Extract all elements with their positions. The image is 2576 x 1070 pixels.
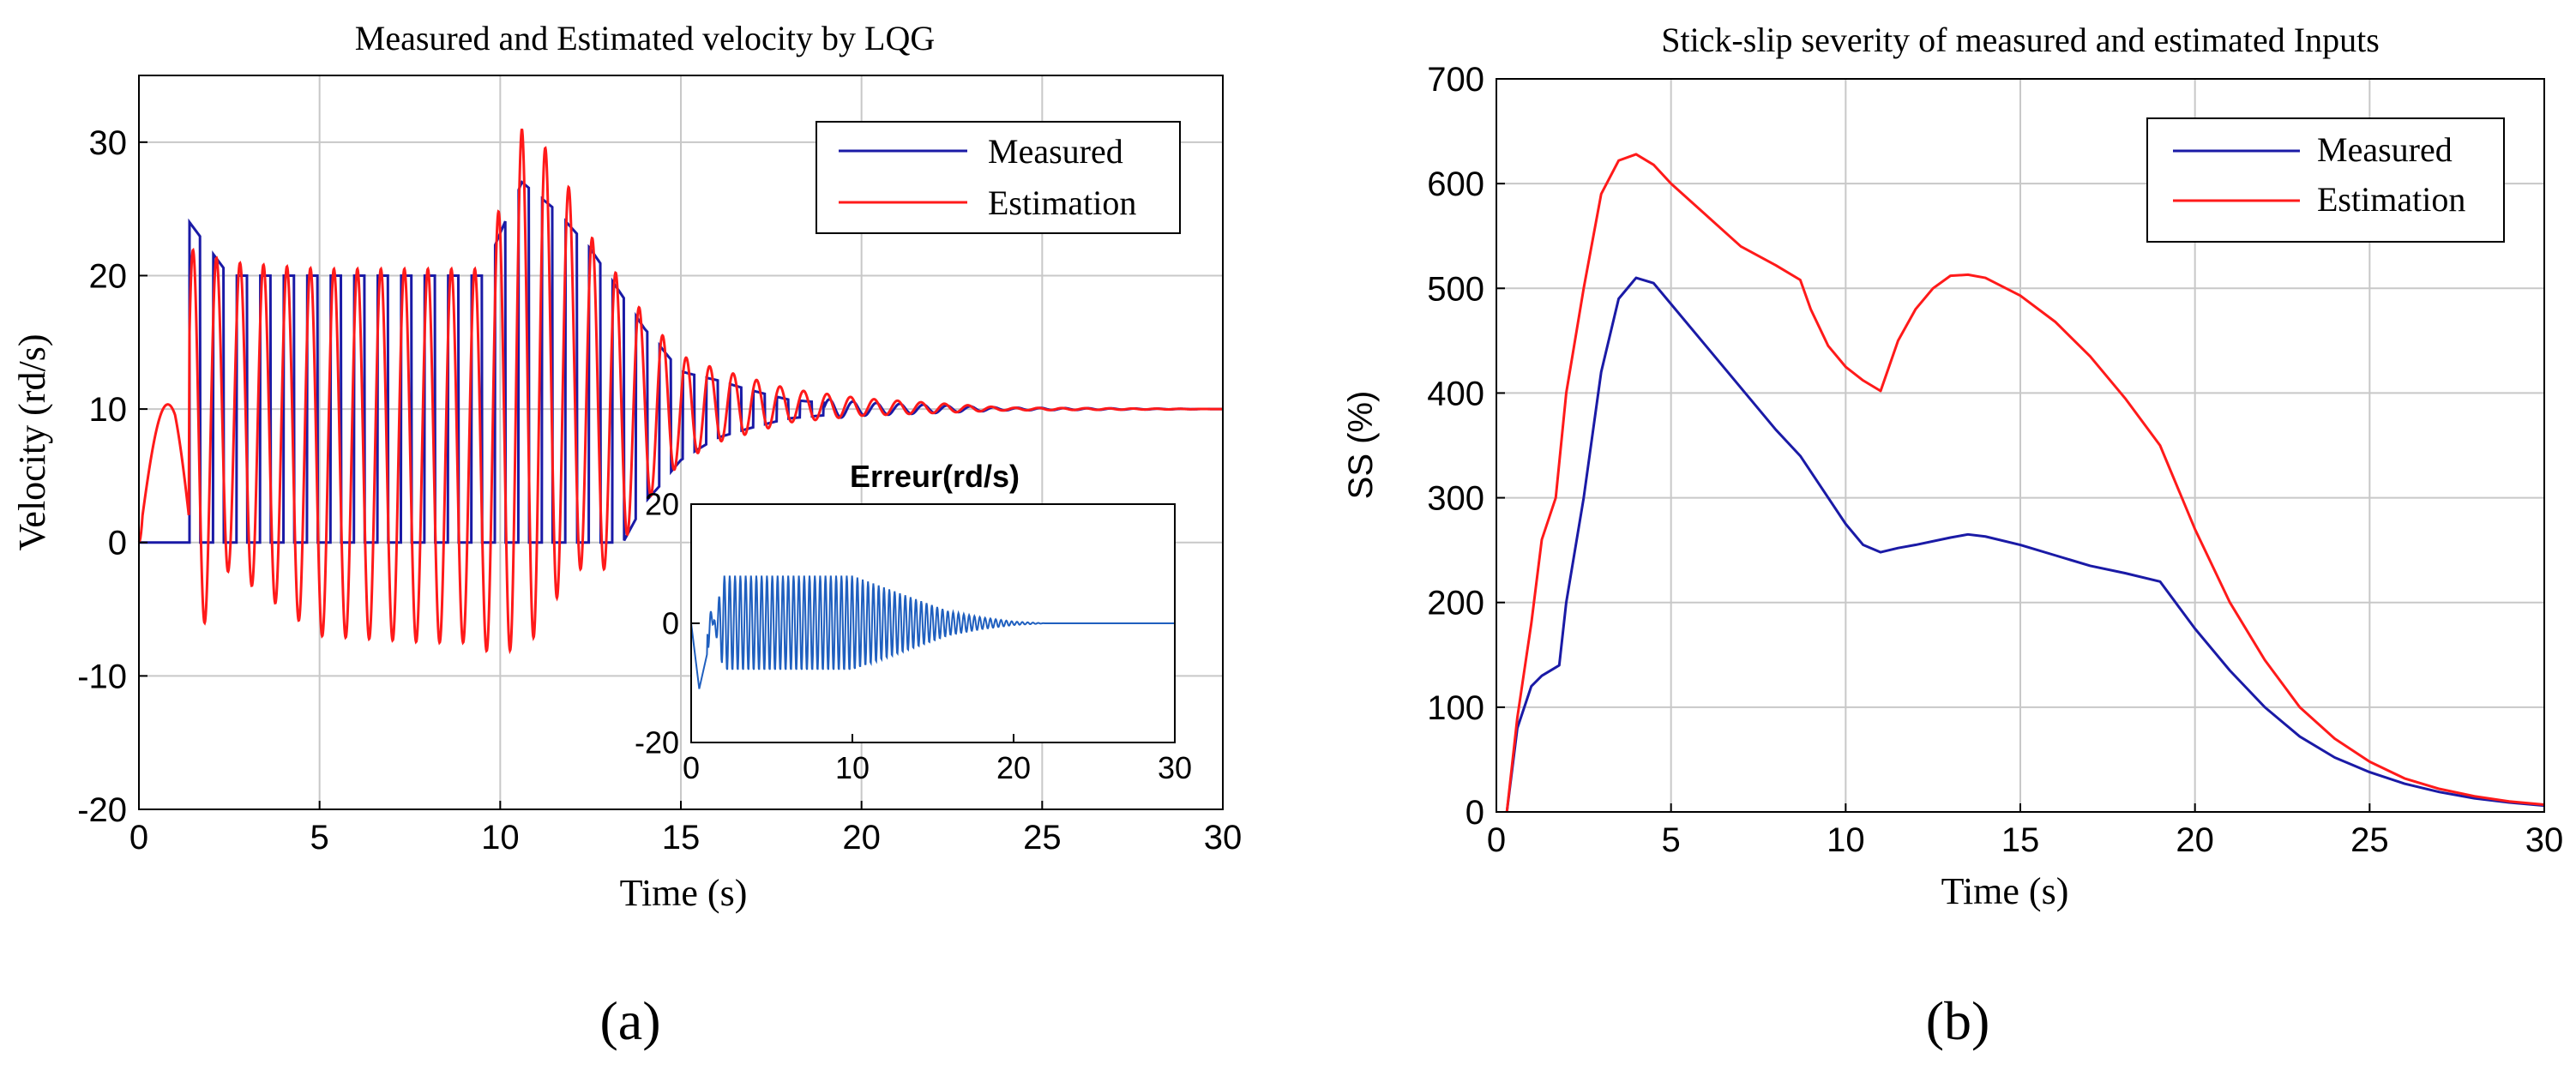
- chart-a-xtick-label: 10: [481, 819, 520, 857]
- chart-a-xtick-label: 5: [310, 819, 329, 857]
- chart-a-series-estimation: [137, 129, 1223, 655]
- chart-a-xlabel: Time (s): [620, 872, 748, 914]
- chart-a-ytick-label: 0: [108, 525, 127, 562]
- chart-a-inset-error-series: [690, 575, 1175, 689]
- chart-a-ytick-label: 10: [89, 391, 128, 429]
- chart-b-series-estimation: [1505, 153, 2545, 813]
- chart-b-ytick-label: 600: [1427, 165, 1484, 203]
- chart-b-panel-label: (b): [1926, 990, 1990, 1051]
- chart-b-ytick-label: 0: [1466, 794, 1484, 832]
- chart-b-plot-lines: [1505, 153, 2545, 813]
- chart-a-xtick-label: 25: [1023, 819, 1062, 857]
- chart-b-xlabel: Time (s): [1941, 870, 2069, 912]
- chart-b-ylabel: SS (%): [1342, 391, 1380, 500]
- chart-a-inset-xtick-label: 30: [1158, 750, 1192, 785]
- chart-a-ytick-label: 20: [89, 257, 128, 295]
- chart-b-xtick-label: 10: [1827, 821, 1865, 859]
- chart-b-xtick-label: 15: [2001, 821, 2040, 859]
- chart-a: Measured and Estimated velocity by LQG 0…: [11, 19, 1242, 1051]
- chart-a-plot-lines: [137, 129, 1223, 655]
- chart-b-ytick-label: 100: [1427, 689, 1484, 727]
- chart-a-xtick-label: 0: [129, 819, 148, 857]
- chart-a-panel-label: (a): [599, 990, 660, 1051]
- chart-a-ytick-label: -20: [77, 791, 127, 829]
- chart-a-ytick-label: -10: [77, 658, 127, 695]
- chart-a-xtick-label: 30: [1204, 819, 1243, 857]
- chart-a-title: Measured and Estimated velocity by LQG: [355, 19, 935, 57]
- chart-b-xtick-label: 5: [1662, 821, 1681, 859]
- chart-a-inset-ytick-label: 0: [662, 606, 679, 641]
- chart-a-xtick-label: 15: [662, 819, 701, 857]
- chart-b-ytick-label: 300: [1427, 480, 1484, 518]
- chart-b-series-measured: [1505, 276, 2545, 813]
- chart-b-xtick-label: 20: [2176, 821, 2214, 859]
- chart-b-xtick-label: 25: [2350, 821, 2389, 859]
- chart-a-ytick-label: 30: [89, 124, 128, 162]
- chart-a-legend-box: [816, 121, 1181, 234]
- chart-a-inset-xtick-label: 10: [835, 750, 870, 785]
- chart-a-legend: Measured Estimation: [816, 121, 1181, 234]
- chart-b-ytick-label: 700: [1427, 61, 1484, 99]
- chart-a-inset-xtick-label: 20: [996, 750, 1031, 785]
- chart-a-legend-estimation: Estimation: [988, 183, 1136, 222]
- chart-b-xtick-label: 30: [2525, 821, 2564, 859]
- chart-a-inset-xtick-label: 0: [683, 750, 700, 785]
- chart-a-ylabel: Velocity (rd/s): [11, 334, 53, 551]
- chart-b-ytick-label: 400: [1427, 375, 1484, 412]
- chart-a-inset-ytick-label: -20: [635, 725, 679, 760]
- chart-b-legend-estimation: Estimation: [2317, 180, 2465, 219]
- chart-b-legend: Measured Estimation: [2146, 117, 2505, 243]
- chart-a-inset-lines: [690, 575, 1175, 689]
- chart-b-legend-measured: Measured: [2317, 130, 2453, 169]
- chart-b-legend-box: [2146, 117, 2505, 243]
- chart-a-legend-measured: Measured: [988, 132, 1123, 171]
- chart-b-title: Stick-slip severity of measured and esti…: [1661, 21, 2380, 59]
- chart-a-ticks: 0 5 10 15 20 25 30 -20 -10 0 10 20 30: [77, 124, 1242, 857]
- chart-b-xtick-label: 0: [1487, 821, 1506, 859]
- chart-a-xtick-label: 20: [842, 819, 881, 857]
- chart-b: Stick-slip severity of measured and esti…: [1342, 21, 2563, 1051]
- chart-a-inset-ytick-label: 20: [645, 487, 679, 522]
- chart-a-inset-title: Erreur(rd/s): [850, 459, 1020, 494]
- chart-b-ytick-label: 200: [1427, 585, 1484, 622]
- chart-b-ytick-label: 500: [1427, 270, 1484, 308]
